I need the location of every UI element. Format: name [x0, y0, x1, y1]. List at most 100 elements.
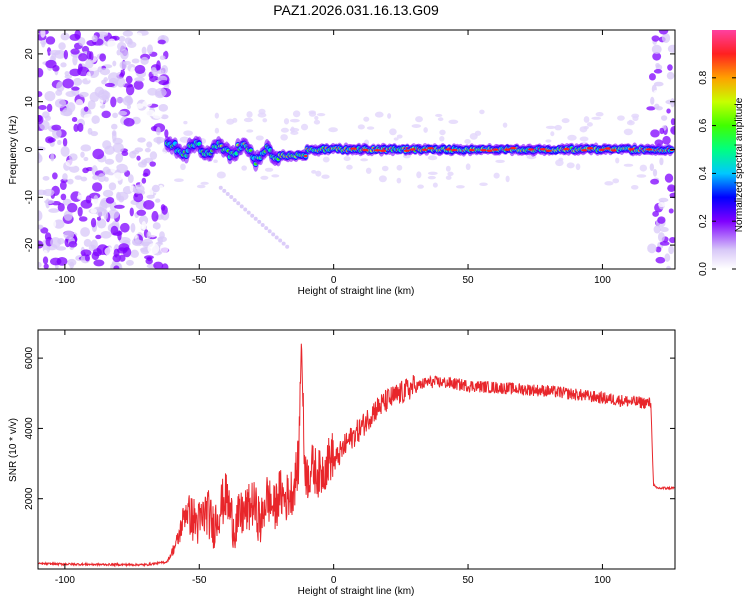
spectrogram-noise-blob [142, 172, 149, 177]
snr-ylabel: SNR (10 * v/v) [8, 418, 19, 482]
spectrogram-noise-blob [155, 126, 161, 136]
spectrogram-noise-blob [122, 30, 133, 37]
spectrogram-band-peak [421, 148, 428, 151]
spectrogram-noise-blob [141, 177, 147, 184]
spectrogram-noise-blob [44, 115, 51, 121]
spectrogram-noise-blob [141, 220, 147, 231]
spectrogram-faint-blob [196, 184, 206, 189]
spectrogram-faint-blob [575, 163, 581, 171]
spectrogram-faint-blob [630, 184, 639, 190]
spectrogram-faint-blob [271, 174, 280, 178]
spectrogram-noise-blob [104, 145, 115, 155]
spectrogram-faint-blob [427, 175, 436, 180]
spectrogram-noise-blob [153, 261, 164, 269]
spectrogram-noise-blob [86, 71, 91, 81]
spectrogram-faint-blob [366, 126, 375, 130]
snr-panel: -100 -50 0 50 100 2000 4000 6000 Height of stra… [8, 329, 676, 597]
spectrogram-noise-blob [650, 129, 660, 138]
spectrogram-noise-blob [130, 249, 139, 258]
spectrogram-noise-blob [146, 141, 153, 148]
spectrogram-noise-blob [50, 219, 57, 229]
spectrogram-noise-blob [112, 254, 122, 263]
spectrogram-noise-blob [658, 197, 669, 203]
spectrogram-faint-blob [631, 113, 640, 119]
spectrogram-faint-blob [586, 122, 593, 127]
spectrogram-faint-blob [479, 182, 488, 186]
spectrogram-faint-blob [183, 130, 193, 136]
spectrogram-faint-blob [378, 175, 387, 183]
spectrogram-faint-blob [300, 123, 309, 131]
spectrogram-faint-blob [558, 157, 564, 162]
spectrogram-noise-blob [158, 80, 170, 86]
spectrogram-noise-blob [97, 66, 103, 73]
snr-frame [37, 329, 676, 570]
spectrogram-faint-blob [216, 171, 226, 179]
spectrogram-noise-blob [73, 123, 79, 132]
spectrogram-band-peak [362, 148, 369, 152]
snr-ytick-label: 6000 [24, 347, 35, 370]
spectrogram-faint-blob [262, 118, 268, 123]
spectrogram-noise-blob [144, 147, 151, 153]
spectrogram-faint-blob [550, 131, 555, 137]
spectrogram-noise-blob [129, 181, 134, 193]
spectrogram-noise-blob [132, 184, 145, 194]
spectrogram-noise-blob [160, 204, 166, 211]
spectrogram-noise-blob [38, 153, 43, 164]
spectrogram-faint-blob [381, 165, 389, 172]
spectrogram-noise-blob [669, 192, 675, 199]
spectrogram-noise-blob [66, 202, 78, 213]
spectrogram-noise-blob [667, 44, 675, 53]
spectrogram-faint-blob [314, 115, 319, 121]
spectrogram-tail-blob [285, 244, 290, 249]
spectrogram-noise-blob [43, 263, 49, 269]
spectrogram-noise-blob [140, 247, 150, 255]
snr-xtick-label: 0 [331, 575, 337, 586]
spectrogram-faint-blob [545, 125, 556, 129]
spectrogram-noise-blob [112, 137, 123, 145]
spectrogram-noise-blob [135, 32, 143, 39]
spectrogram-noise-blob [135, 103, 144, 109]
spectrogram-noise-blob [651, 44, 662, 54]
spectrogram-noise-blob [134, 64, 146, 74]
spectrogram-noise-blob [90, 199, 101, 205]
spectrogram-faint-blob [448, 119, 459, 124]
spectrogram-noise-blob [80, 227, 90, 237]
spectrogram-noise-blob [74, 30, 81, 40]
spectrogram-noise-blob [90, 131, 99, 137]
spectrogram-noise-blob [83, 238, 92, 247]
spectrogram-xtick-label: 50 [462, 275, 474, 286]
spectrogram-noise-blob [38, 240, 44, 249]
spectrogram-noise-blob [666, 108, 671, 114]
spectrogram-noise-blob [136, 209, 147, 216]
spectrogram-noise-blob [62, 137, 68, 147]
spectrogram-noise-blob [52, 128, 62, 139]
spectrogram-faint-blob [445, 175, 452, 180]
spectrogram-noise-blob [58, 42, 66, 50]
spectrogram-noise-blob [68, 165, 80, 173]
spectrogram-noise-blob [159, 244, 169, 254]
spectrogram-noise-blob [654, 139, 664, 147]
spectrogram-faint-blob [283, 118, 290, 125]
colorbar-tick-label: 0.0 [698, 262, 709, 276]
spectrogram-faint-blob [465, 163, 471, 171]
spectrogram-noise-blob [134, 77, 145, 82]
spectrogram-band-peak [563, 147, 570, 151]
spectrogram-noise-blob [99, 68, 111, 76]
spectrogram-noise-blob [670, 125, 675, 135]
spectrogram-noise-blob [152, 222, 161, 230]
spectrogram-noise-blob [116, 41, 127, 51]
spectrogram-tail-blob [222, 188, 227, 193]
spectrogram-noise-blob [146, 256, 152, 262]
spectrogram-noise-blob [158, 103, 169, 112]
spectrogram-band-peak [598, 148, 605, 152]
spectrogram-noise-blob [68, 241, 78, 248]
spectrogram-tail-blob [246, 210, 251, 215]
spectrogram-noise-blob [38, 114, 44, 125]
colorbar-tick-label: 0.2 [698, 214, 709, 228]
spectrogram-noise-blob [667, 184, 675, 192]
spectrogram-faint-blob [615, 157, 620, 164]
spectrogram-noise-blob [659, 127, 665, 135]
spectrogram-band-peak [527, 148, 534, 151]
spectrogram-noise-blob [44, 199, 55, 204]
spectrogram-faint-blob [241, 165, 247, 171]
